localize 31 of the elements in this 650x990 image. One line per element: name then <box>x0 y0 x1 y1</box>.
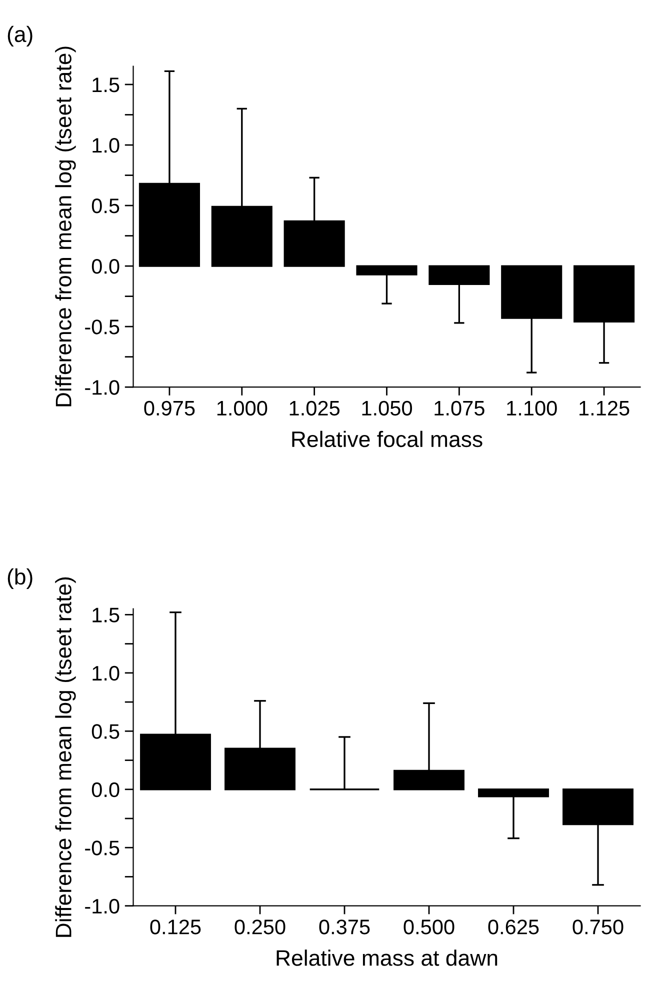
x-tick-label: 0.750 <box>572 920 624 934</box>
x-tick-label: 1.050 <box>362 400 412 416</box>
chart-title: (b) <box>8 568 32 590</box>
x-axis-title: Relative mass at dawn <box>276 950 498 966</box>
x-tick-label: 1.000 <box>217 400 268 416</box>
y-axis-title: Difference from mean log (tseet rate) <box>55 577 76 937</box>
chart-title: (a) <box>8 26 32 47</box>
x-tick-label: 0.625 <box>488 920 539 934</box>
y-tick-label: 0.0 <box>92 782 120 798</box>
x-tick-label: 1.100 <box>507 400 557 416</box>
y-tick-label: 1.0 <box>92 138 120 153</box>
x-tick-label: 1.125 <box>580 400 630 416</box>
x-tick-label: 1.075 <box>434 400 484 416</box>
y-tick-label: -1.0 <box>85 898 120 914</box>
x-axis-title: Relative focal mass <box>292 430 482 448</box>
y-tick-label: 1.5 <box>92 608 120 622</box>
y-tick-label: 0.5 <box>92 724 120 739</box>
y-tick-label: -0.5 <box>85 840 120 856</box>
x-tick-label: 0.125 <box>150 920 201 934</box>
y-tick-label: -1.0 <box>85 380 120 395</box>
y-tick-label: 1.5 <box>92 78 120 92</box>
x-tick-label: 0.250 <box>234 920 286 934</box>
y-tick-label: -0.5 <box>85 320 120 334</box>
x-tick-label: 1.025 <box>290 400 340 416</box>
y-tick-label: 1.0 <box>92 666 120 681</box>
x-tick-label: 0.500 <box>404 920 454 934</box>
x-tick-label: 0.975 <box>144 400 195 416</box>
y-tick-label: 0.0 <box>92 259 120 274</box>
y-axis-title: Difference from mean log (tseet rate) <box>55 46 76 406</box>
x-tick-label: 0.375 <box>319 920 370 934</box>
y-tick-label: 0.5 <box>92 198 120 214</box>
